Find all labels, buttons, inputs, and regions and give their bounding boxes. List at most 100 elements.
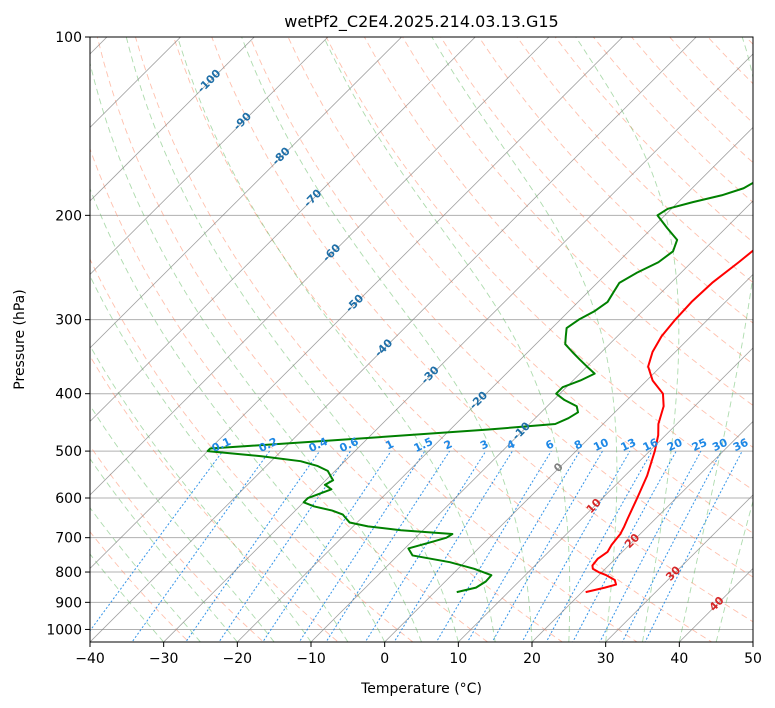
x-axis-label: Temperature (°C) <box>360 681 482 697</box>
mixing-ratio-line <box>262 450 392 642</box>
dry-adiabat <box>745 37 753 45</box>
isotherm-label: 0 <box>551 460 566 475</box>
mixing-ratio-line <box>131 450 271 642</box>
dry-adiabat <box>249 37 753 578</box>
isotherm-line <box>384 273 753 642</box>
mixing-ratio-line <box>644 450 743 642</box>
isotherm-line <box>678 567 753 642</box>
moist-adiabat <box>90 61 422 642</box>
isotherm-label: -70 <box>301 186 324 209</box>
x-tick-label: −10 <box>296 651 326 667</box>
x-tick-label: 10 <box>449 651 467 667</box>
mixing-ratio-line <box>393 450 513 642</box>
isotherm-line <box>0 10 60 654</box>
moist-adiabat <box>678 37 753 642</box>
isotherm-label: -90 <box>231 110 254 133</box>
mixing-ratio-label: 13 <box>619 436 638 454</box>
x-tick-label: 50 <box>744 651 762 667</box>
x-tick-label: 40 <box>670 651 688 667</box>
dry-adiabat <box>90 147 489 642</box>
y-tick-label: 1000 <box>46 622 82 638</box>
temperature-profile <box>585 249 753 594</box>
x-tick-label: 30 <box>597 651 615 667</box>
isotherm-label: -80 <box>270 144 293 167</box>
isotherm-line <box>90 37 182 128</box>
y-tick-label: 800 <box>55 565 82 581</box>
x-tick-label: 20 <box>523 651 541 667</box>
mixing-ratio-label: 10 <box>591 436 611 454</box>
dry-adiabat <box>90 258 414 642</box>
dry-adiabat <box>325 37 753 491</box>
moist-adiabat <box>241 37 533 642</box>
mixing-ratio-label: 2 <box>442 437 454 452</box>
dewpoint-profile <box>206 181 753 594</box>
dry-adiabat <box>402 37 753 406</box>
mixing-ratio-line <box>298 450 426 642</box>
mixing-ratio-line <box>218 450 351 642</box>
dry-adiabat <box>707 37 753 85</box>
mixing-ratio-line <box>621 450 722 642</box>
dry-adiabat <box>90 531 190 642</box>
mixing-ratio-line <box>599 450 702 642</box>
moist-adiabat <box>90 404 275 642</box>
isotherm-line <box>236 126 753 642</box>
mixing-ratio-line <box>545 450 653 642</box>
mixing-ratio-line <box>466 450 581 642</box>
moist-adiabat <box>575 37 680 642</box>
x-tick-label: 0 <box>380 651 389 667</box>
dry-adiabat <box>363 37 753 448</box>
isotherm-line <box>90 37 403 349</box>
mixing-ratio-line <box>521 450 631 642</box>
mixing-ratio-line <box>90 450 224 632</box>
moist-adiabat <box>431 37 618 642</box>
isotherm-label: 10 <box>584 496 604 516</box>
chart-title: wetPf2_C2E4.2025.214.03.13.G15 <box>284 12 558 32</box>
isotherm-label: -30 <box>419 363 442 386</box>
mixing-ratio-label: 0.4 <box>307 435 330 455</box>
isotherm-line <box>310 200 753 642</box>
moist-adiabat <box>90 457 238 642</box>
isotherm-line <box>90 37 329 275</box>
isotherm-line <box>605 494 753 642</box>
isotherm-line <box>90 37 624 570</box>
y-tick-label: 200 <box>55 208 82 224</box>
isotherm-label: 20 <box>622 531 642 551</box>
isotherm-line <box>90 37 697 642</box>
isotherm-label: -60 <box>320 241 343 264</box>
x-tick-label: −40 <box>75 651 105 667</box>
mixing-ratio-label: 0.2 <box>257 435 280 455</box>
dry-adiabat <box>592 37 753 203</box>
mixing-ratio-line <box>185 450 321 642</box>
mixing-ratio-label: 25 <box>690 436 709 454</box>
dry-adiabat <box>554 37 753 243</box>
isotherm-line <box>531 420 753 642</box>
isotherm-line <box>90 37 476 423</box>
moist-adiabat <box>715 499 753 642</box>
mixing-ratio-label: 0.1 <box>210 435 233 455</box>
dry-adiabat <box>516 37 753 284</box>
isotherm-line <box>90 37 550 496</box>
mixing-ratio-label: 30 <box>710 436 730 454</box>
dry-adiabat <box>630 37 753 164</box>
moist-adiabat <box>125 37 459 642</box>
x-tick-label: −30 <box>149 651 179 667</box>
plot-frame <box>89 36 754 643</box>
moist-adiabat <box>323 37 571 642</box>
moist-adiabat <box>90 274 349 642</box>
y-tick-label: 100 <box>55 30 82 46</box>
moist-adiabat <box>90 344 312 642</box>
mixing-ratio-line <box>435 450 552 642</box>
y-axis-label: Pressure (hPa) <box>12 289 28 389</box>
mixing-ratio-label: 20 <box>665 436 685 454</box>
dry-adiabat <box>134 37 638 642</box>
mixing-ratio-label: 36 <box>731 436 751 454</box>
y-tick-label: 700 <box>55 531 82 547</box>
isotherm-line <box>163 53 753 642</box>
moist-adiabat <box>90 507 201 642</box>
dry-adiabat <box>173 37 713 642</box>
y-tick-label: 300 <box>55 313 82 329</box>
isotherm-line <box>457 347 753 642</box>
isotherm-label: -40 <box>372 336 395 359</box>
